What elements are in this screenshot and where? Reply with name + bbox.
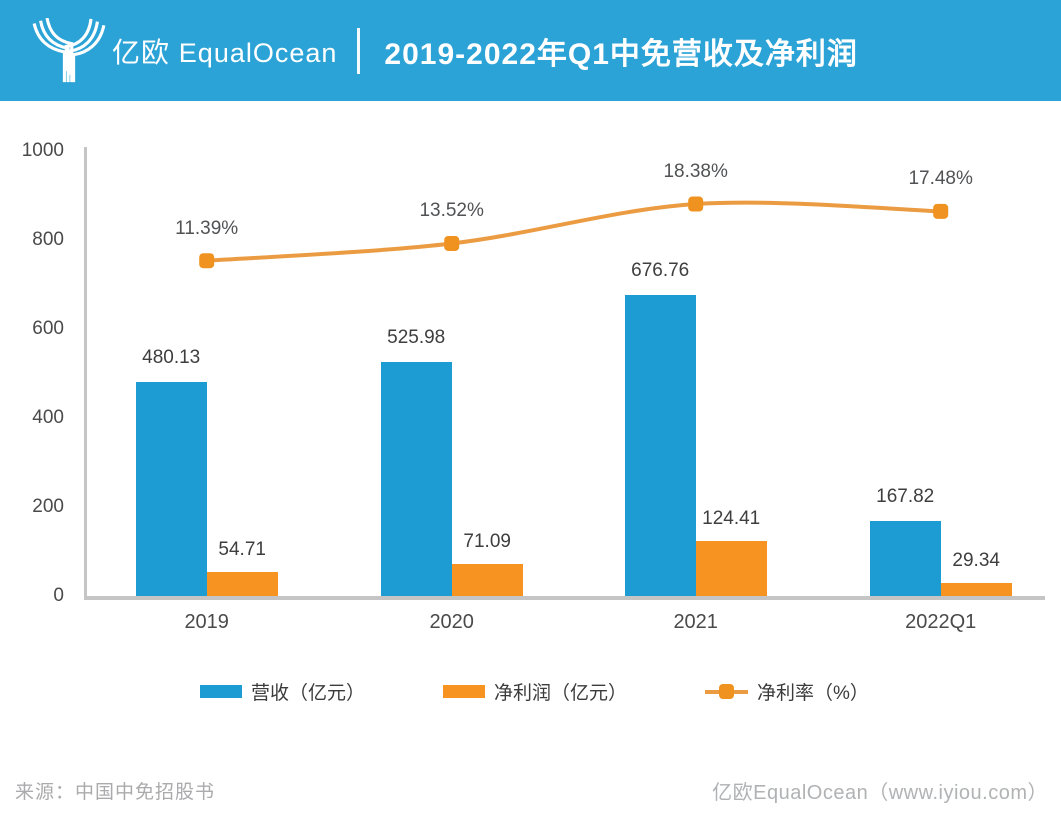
y-axis-tick-label: 800 [32, 229, 64, 250]
x-axis-label: 2021 [673, 611, 718, 633]
profit-bar [206, 571, 278, 596]
revenue-value-label: 167.82 [876, 486, 935, 508]
y-axis-tick-label: 1000 [21, 140, 64, 161]
margin-line [206, 200, 941, 263]
margin-value-label: 13.52% [419, 200, 484, 222]
x-axis-label: 2019 [184, 611, 229, 633]
legend-label-margin: 净利率（%） [757, 682, 869, 704]
y-axis-tick-label: 600 [32, 318, 64, 339]
chart-legend: 营收（亿元） 净利润（亿元） 净利率（%） [200, 678, 869, 704]
revenue-swatch [200, 684, 242, 698]
profit-value-label: 71.09 [463, 531, 511, 553]
line-marker [199, 253, 215, 269]
revenue-bar [624, 294, 696, 596]
revenue-bar [380, 361, 452, 596]
legend-item-margin: 净利率（%） [705, 678, 869, 705]
legend-item-revenue: 营收（亿元） [200, 678, 365, 705]
revenue-bar [869, 521, 941, 596]
y-axis-tick-label: 400 [32, 407, 64, 428]
logo-text: 亿欧 EqualOcean [112, 31, 337, 71]
profit-swatch [443, 684, 486, 698]
profit-bar [451, 564, 523, 596]
y-axis-line [84, 147, 87, 600]
line-marker-swatch [705, 683, 749, 699]
profit-bar [695, 540, 767, 596]
revenue-value-label: 525.98 [387, 326, 446, 348]
logo-text-en: EqualOcean [178, 37, 338, 68]
margin-value-label: 18.38% [663, 161, 728, 183]
y-axis-tick-label: 0 [53, 585, 64, 606]
footer-rule [0, 753, 1061, 757]
line-marker [933, 203, 949, 219]
revenue-value-label: 676.76 [631, 259, 690, 281]
header-banner: 亿欧 EqualOcean 2019-2022年Q1中免营收及净利润 [0, 0, 1061, 101]
source-note: 来源：中国中免招股书 [15, 782, 216, 803]
profit-value-label: 54.71 [218, 538, 266, 560]
line-marker [688, 196, 704, 212]
revenue-value-label: 480.13 [142, 347, 201, 369]
equalocean-logo-icon [32, 17, 106, 82]
x-axis-label: 2022Q1 [905, 611, 977, 633]
x-axis-line [84, 596, 1045, 600]
legend-item-profit: 净利润（亿元） [443, 678, 627, 705]
profit-bar [940, 582, 1012, 596]
margin-value-label: 11.39% [175, 217, 239, 239]
legend-marker-icon [719, 683, 735, 699]
header-divider [357, 27, 361, 74]
legend-label-profit: 净利润（亿元） [494, 682, 628, 704]
page-title: 2019-2022年Q1中免营收及净利润 [384, 37, 858, 71]
x-axis-label: 2020 [429, 611, 474, 633]
legend-label-revenue: 营收（亿元） [251, 682, 366, 704]
profit-value-label: 29.34 [952, 549, 1000, 571]
credit-note: 亿欧EqualOcean（www.iyiou.com） [712, 782, 1048, 804]
profit-value-label: 124.41 [702, 507, 761, 529]
margin-value-label: 17.48% [908, 168, 973, 190]
logo-text-zh: 亿欧 [112, 36, 171, 68]
y-axis-tick-label: 200 [32, 496, 64, 517]
line-marker [444, 235, 460, 251]
revenue-bar [135, 382, 207, 596]
